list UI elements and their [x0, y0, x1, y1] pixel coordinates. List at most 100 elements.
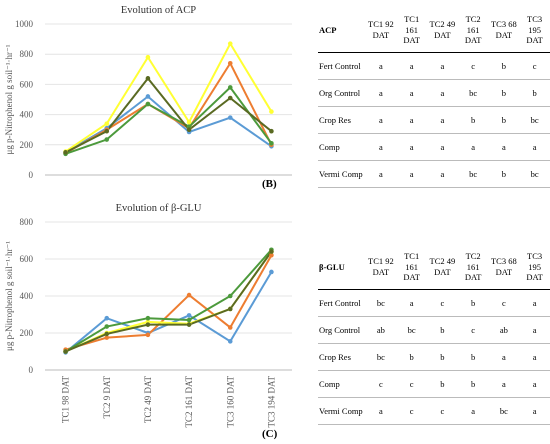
table-row: β-GLU TC1 92 DAT TC1 161 DAT TC2 49 DAT TC2 …	[318, 245, 550, 290]
cell: c	[427, 397, 458, 425]
cell: c	[396, 397, 428, 425]
table-row: Fert Control bc a c b c a	[318, 289, 550, 317]
data-point	[186, 317, 192, 323]
cell: a	[427, 52, 458, 80]
cell: bc	[457, 79, 489, 107]
data-point	[227, 85, 233, 90]
cell: b	[457, 370, 489, 398]
data-point	[269, 128, 274, 134]
table-row: Fert Control a a a c b c	[318, 52, 550, 80]
header-cell: TC2 161 DAT	[457, 8, 489, 53]
cell: ab	[488, 316, 520, 344]
header-cell: TC1 161 DAT	[396, 8, 428, 53]
cell: c	[457, 316, 489, 344]
data-point	[145, 322, 151, 327]
x-tick-label: TC1 98 DAT	[61, 375, 71, 423]
data-point	[145, 54, 151, 60]
y-tick-label: 1000	[15, 19, 34, 29]
charts: Evolution of ACP μg p-Nitrophenol g soil⁻…	[4, 5, 292, 440]
data-point	[145, 332, 151, 338]
table-row: Org Control a a a bc b b	[318, 79, 550, 107]
y-tick-label: 0	[29, 365, 34, 375]
x-tick-label: TC3 160 DAT	[225, 375, 235, 427]
cell: bc	[396, 316, 428, 344]
row-header: Comp	[318, 133, 366, 161]
cell: a	[396, 79, 428, 107]
cell: b	[427, 316, 458, 344]
data-point	[63, 150, 68, 155]
chart-title: Evolution of ACP	[121, 5, 196, 16]
cell: a	[519, 133, 550, 161]
series-line	[65, 254, 273, 351]
table-row: Org Control ab bc b c ab a	[318, 316, 550, 344]
row-header: Vermi Comp	[318, 160, 366, 188]
row-header: Crop Res	[318, 106, 366, 134]
data-point	[104, 324, 110, 329]
cell: b	[427, 343, 458, 371]
table-row: Comp a a a a a a	[318, 133, 550, 161]
data-point	[186, 119, 192, 125]
header-cell: TC3 68 DAT	[488, 8, 520, 53]
data-point	[227, 293, 233, 299]
cell: a	[396, 106, 428, 134]
header-cell: ACP	[318, 8, 366, 53]
cell: c	[519, 52, 550, 80]
cell: a	[488, 370, 520, 398]
data-point	[269, 109, 274, 114]
table: ACP TC1 92 DAT TC1 161 DAT TC2 49 DAT TC2 16…	[318, 8, 550, 188]
data-point	[145, 315, 151, 321]
series-line	[65, 41, 273, 153]
cell: b	[488, 106, 520, 134]
y-tick-label: 200	[20, 140, 34, 150]
cell: b	[488, 79, 520, 107]
data-point	[269, 269, 274, 275]
table-row: Crop Res a a a b b bc	[318, 106, 550, 134]
header-cell: TC3 68 DAT	[488, 245, 520, 290]
cell: a	[519, 316, 550, 344]
y-axis-label: μg p-Nitrophenol g soil⁻¹·hr⁻¹	[4, 241, 14, 351]
cell: a	[427, 160, 458, 188]
data-point	[104, 331, 110, 337]
cell: bc	[519, 160, 550, 188]
cell: c	[396, 370, 428, 398]
cell: a	[365, 133, 397, 161]
data-point	[104, 121, 110, 126]
cell: b	[457, 106, 489, 134]
table-row: Vermi Comp a c c a bc a	[318, 397, 550, 425]
cell: c	[488, 289, 520, 317]
y-tick-label: 800	[20, 217, 34, 227]
cell: bc	[365, 289, 397, 317]
cell: a	[365, 106, 397, 134]
data-point	[104, 128, 110, 134]
cell: bc	[365, 343, 397, 371]
cell: a	[488, 343, 520, 371]
cell: a	[457, 397, 489, 425]
data-point	[227, 115, 233, 120]
row-header: Org Control	[318, 79, 366, 107]
data-point	[227, 339, 233, 344]
cell: a	[365, 397, 397, 425]
data-point	[145, 76, 151, 81]
data-point	[227, 306, 233, 312]
data-point	[145, 101, 151, 107]
cell: a	[396, 289, 428, 317]
x-tick-label: TC2 9 DAT	[102, 375, 112, 418]
data-point	[227, 325, 233, 330]
data-point	[269, 253, 274, 258]
cell: b	[457, 289, 489, 317]
series-line	[65, 61, 273, 154]
data-point	[227, 60, 233, 66]
series-line	[65, 76, 273, 154]
cell: a	[519, 370, 550, 398]
header-cell: TC2 49 DAT	[427, 8, 458, 53]
row-header: Fert Control	[318, 289, 366, 317]
cell: bc	[488, 397, 520, 425]
series-line	[65, 85, 273, 155]
header-cell: β-GLU	[318, 245, 366, 290]
table: β-GLU TC1 92 DAT TC1 161 DAT TC2 49 DAT TC2 …	[318, 245, 550, 425]
cell: a	[396, 133, 428, 161]
table-row: Crop Res bc b b b a a	[318, 343, 550, 371]
cell: a	[488, 133, 520, 161]
data-point	[227, 95, 233, 101]
cell: b	[427, 370, 458, 398]
